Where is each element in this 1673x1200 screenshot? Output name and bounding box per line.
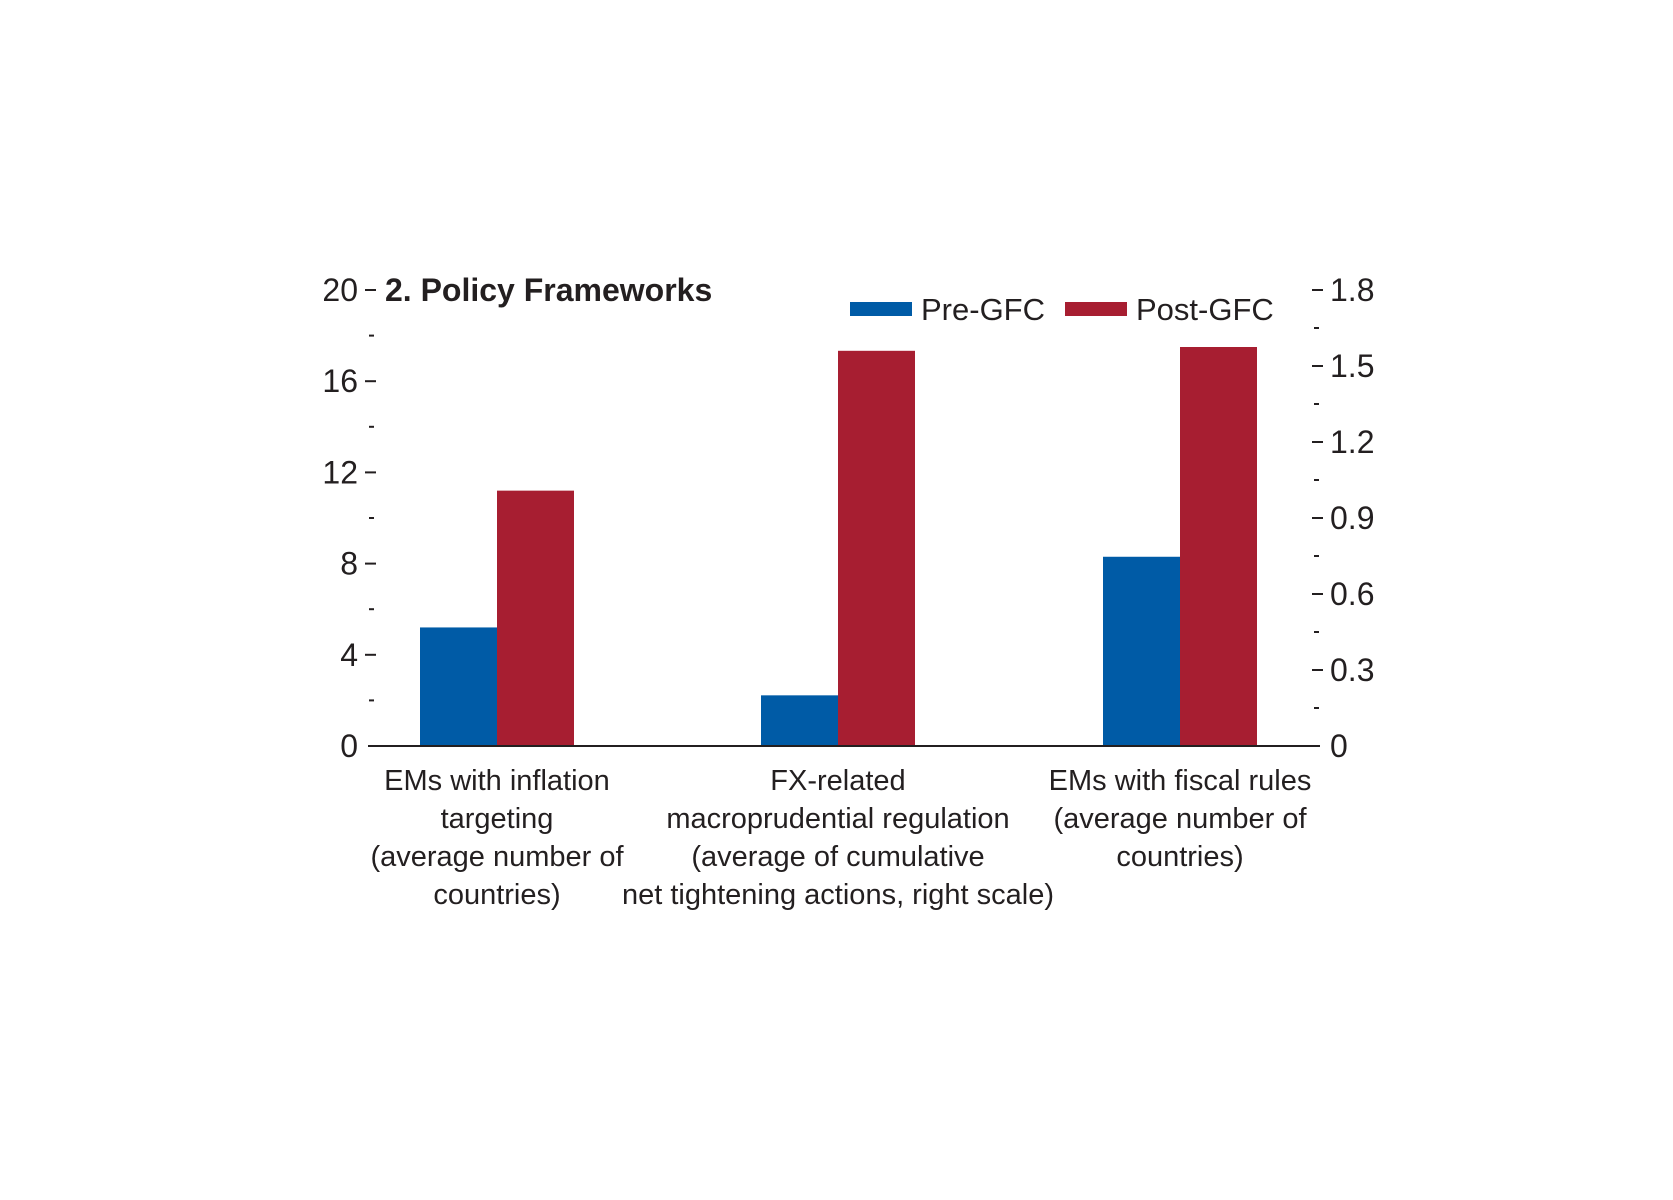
legend-swatch-post-gfc (1065, 302, 1127, 316)
left-axis-tick-label: 8 (340, 546, 358, 582)
left-axis: 0 4 8 12 16 20 (322, 272, 376, 764)
category-label-line: (average number of (370, 841, 624, 873)
right-axis-tick-label: 0 (1330, 728, 1348, 764)
right-axis-tick-label: 0.9 (1330, 500, 1374, 536)
legend: Pre-GFC Post-GFC (850, 292, 1274, 327)
left-axis-tick-label: 16 (322, 363, 358, 399)
left-axis-tick-label: 0 (340, 728, 358, 764)
category-label-line: macroprudential regulation (666, 803, 1009, 835)
legend-label-post-gfc: Post-GFC (1136, 292, 1274, 327)
bars (420, 347, 1257, 746)
right-axis-tick-label: 1.5 (1330, 348, 1374, 384)
legend-label-pre-gfc: Pre-GFC (921, 292, 1045, 327)
right-axis-tick-label: 1.8 (1330, 272, 1374, 308)
chart-title: 2. Policy Frameworks (385, 272, 712, 308)
category-label-line: (average number of (1053, 803, 1307, 835)
left-axis-tick-label: 12 (322, 454, 358, 490)
category-label-line: (average of cumulative (691, 841, 984, 873)
category-label-line: countries) (433, 879, 560, 911)
category-label-line: countries) (1116, 841, 1243, 873)
category-label-line: targeting (441, 803, 554, 835)
left-axis-tick-label: 4 (340, 637, 358, 673)
right-axis-tick-label: 0.3 (1330, 652, 1374, 688)
right-axis-tick-label: 0.6 (1330, 576, 1374, 612)
right-axis-tick-label: 1.2 (1330, 424, 1374, 460)
right-axis: 0 0.3 0.6 0.9 1.2 1.5 1.8 (1312, 272, 1374, 764)
category-label-line: EMs with inflation (384, 765, 610, 797)
bar-post-gfc-1 (838, 350, 915, 746)
bar-pre-gfc-1 (761, 695, 838, 746)
bar-post-gfc-0 (497, 490, 574, 746)
bar-pre-gfc-0 (420, 627, 497, 746)
category-label-line: net tightening actions, right scale) (622, 879, 1054, 911)
category-label-line: FX-related (770, 765, 905, 797)
legend-swatch-pre-gfc (850, 302, 912, 316)
category-label-line: EMs with fiscal rules (1049, 765, 1312, 797)
category-labels: EMs with inflation targeting (average numb… (370, 765, 1311, 911)
left-axis-tick-label: 20 (322, 272, 358, 308)
bar-post-gfc-2 (1180, 347, 1257, 746)
bar-pre-gfc-2 (1103, 556, 1180, 746)
